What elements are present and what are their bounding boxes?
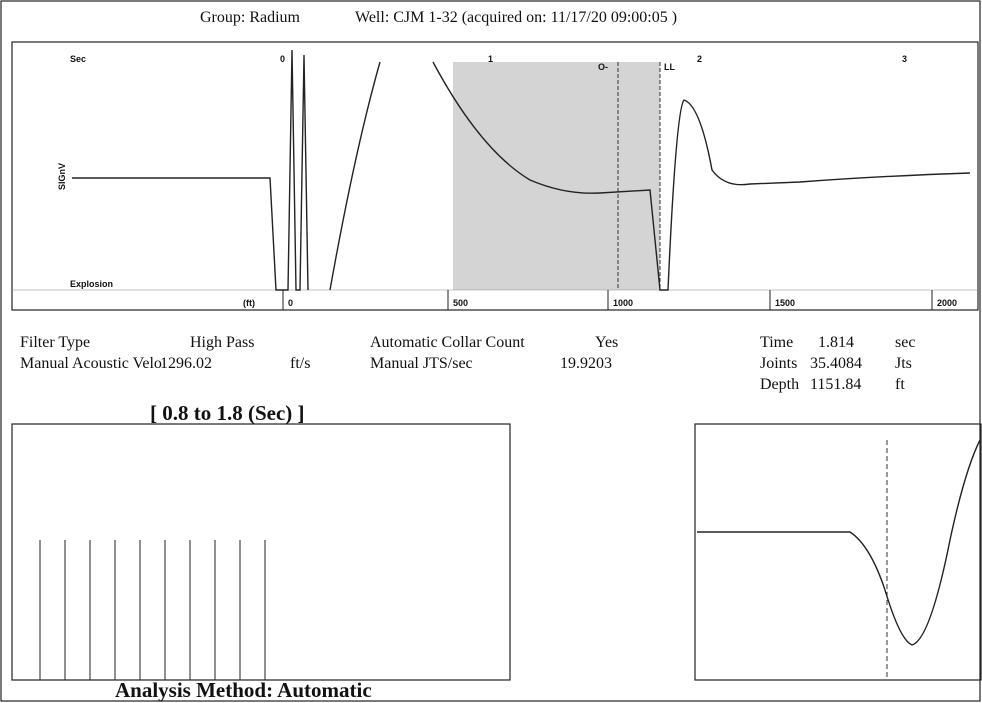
depth-tick: 1500	[775, 298, 795, 308]
depth-tick: 1000	[613, 298, 633, 308]
event-label: Explosion	[70, 279, 113, 289]
marker-label: LL	[664, 62, 675, 72]
value: 1.814	[818, 334, 854, 351]
value: High Pass	[190, 334, 254, 351]
waveform	[72, 49, 971, 291]
label: Depth	[760, 376, 799, 393]
analysis: Analysis Method: Automatic	[115, 678, 372, 702]
marker-label: O-	[598, 62, 608, 72]
unit: ft	[895, 376, 905, 393]
label: Joints	[760, 355, 797, 372]
top-panel	[11, 41, 979, 311]
ruler-ticks	[282, 290, 933, 310]
value: Yes	[595, 334, 618, 351]
collar-marks	[39, 540, 266, 680]
time-tick: 0	[280, 54, 285, 64]
unit: sec	[895, 334, 915, 351]
unit: ft/s	[290, 355, 310, 372]
amplitude-label: SIGnV	[57, 163, 67, 190]
time-tick: 1	[488, 54, 493, 64]
group: Group: Radium	[200, 9, 301, 26]
depth-unit: (ft)	[243, 298, 255, 308]
label: Manual Acoustic Velo	[20, 355, 162, 372]
time-tick: 2	[697, 54, 702, 64]
unit: Jts	[895, 355, 912, 372]
value: 1296.02	[160, 355, 212, 372]
time-tick: 3	[902, 54, 907, 64]
window-panel	[11, 423, 511, 681]
shaded-window	[453, 62, 660, 290]
value: 19.9203	[560, 355, 612, 372]
value: 35.4084	[810, 355, 862, 372]
depth-tick: 500	[453, 298, 468, 308]
value: 1151.84	[810, 376, 861, 393]
zoom-panel	[694, 423, 982, 681]
depth-tick: 2000	[937, 298, 957, 308]
label: Filter Type	[20, 334, 90, 351]
depth-tick: 0	[288, 298, 293, 308]
well: Well: CJM 1-32 (acquired on: 11/17/20 09…	[355, 9, 677, 26]
label: Automatic Collar Count	[370, 334, 525, 351]
time-label: Sec	[70, 54, 86, 64]
window-title: [ 0.8 to 1.8 (Sec) ]	[150, 401, 305, 425]
label: Manual JTS/sec	[370, 355, 473, 372]
label: Time	[760, 334, 793, 351]
zoom-waveform	[697, 439, 981, 646]
